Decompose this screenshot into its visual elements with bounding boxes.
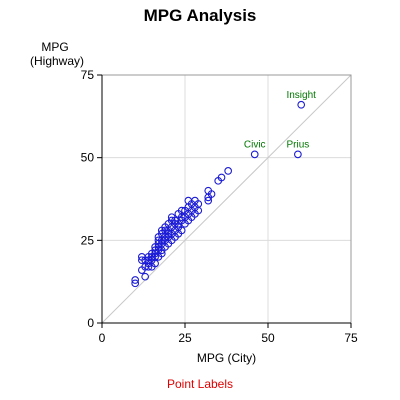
data-point <box>131 276 140 284</box>
data-point <box>131 279 140 288</box>
point-labels-link[interactable]: Point Labels <box>166 377 234 391</box>
x-tick-label: 0 <box>99 331 106 345</box>
point-label-insight: Insight <box>286 90 316 101</box>
point-label-prius: Prius <box>286 139 309 150</box>
data-point <box>297 100 306 109</box>
y-tick-label: 75 <box>81 68 95 82</box>
point-labels: Civic Prius Insight <box>244 90 316 151</box>
data-point <box>294 150 302 159</box>
data-point <box>141 272 150 281</box>
chart-title: MPG Analysis <box>143 6 257 25</box>
x-axis-title: MPG (City) <box>197 351 256 365</box>
data-point <box>177 226 186 235</box>
y-axis-title-line-1: MPG <box>41 40 69 54</box>
data-point <box>224 167 233 175</box>
data-point <box>217 173 226 182</box>
reference-diagonal-line <box>101 74 352 324</box>
point-label-civic: Civic <box>244 139 266 150</box>
data-point <box>204 196 213 205</box>
y-axis-title: MPG (Highway) <box>30 40 85 68</box>
y-axis-title-line-2: (Highway) <box>30 54 85 68</box>
data-point <box>157 249 166 258</box>
y-tick-label: 0 <box>87 316 94 330</box>
x-tick-label: 25 <box>178 331 192 345</box>
x-tick-label: 75 <box>344 331 358 345</box>
data-point <box>177 206 186 215</box>
data-point <box>194 200 203 208</box>
axis-ticks: 0 25 50 75 0 25 50 75 <box>81 68 358 345</box>
y-tick-label: 50 <box>81 151 95 165</box>
data-point <box>164 229 173 238</box>
y-tick-label: 25 <box>81 233 95 247</box>
data-points <box>131 100 306 288</box>
x-tick-label: 50 <box>261 331 275 345</box>
data-point <box>207 190 216 198</box>
data-point <box>250 150 259 159</box>
